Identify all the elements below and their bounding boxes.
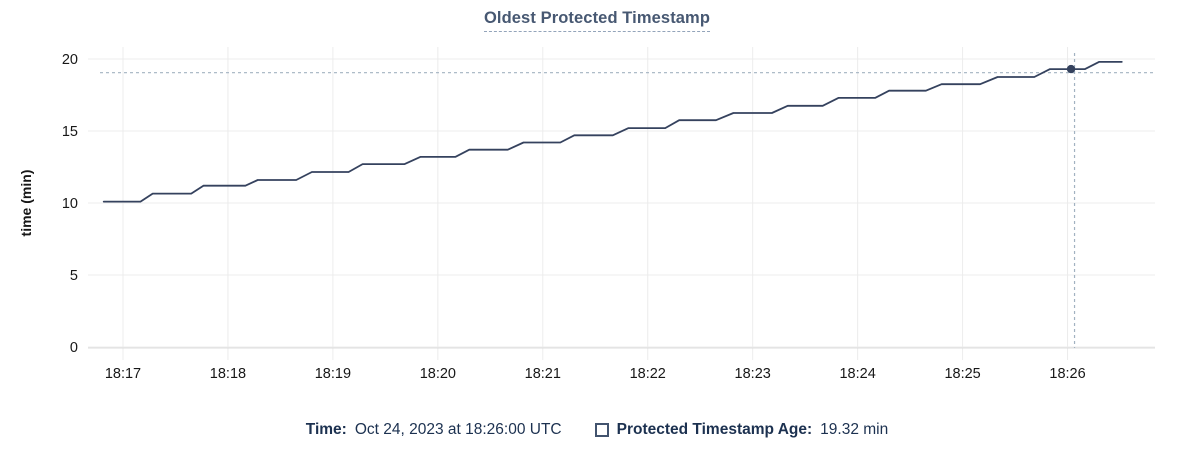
x-tick-label: 18:18 — [210, 366, 246, 382]
series-toggle-checkbox[interactable] — [594, 423, 609, 437]
y-tick-label: 0 — [70, 340, 78, 356]
x-tick-label: 18:19 — [315, 366, 351, 382]
series-line — [102, 61, 1123, 203]
x-tick-label: 18:25 — [944, 366, 980, 382]
x-tick-label: 18:21 — [525, 366, 561, 382]
x-tick-label: 18:23 — [735, 366, 771, 382]
chart-legend: Time: Oct 24, 2023 at 18:26:00 UTC Prote… — [0, 420, 1194, 440]
legend-time-label: Time: — [305, 421, 347, 438]
x-tick-label: 18:24 — [839, 366, 875, 382]
chart-title[interactable]: Oldest Protected Timestamp — [483, 9, 711, 32]
legend-series-label: Protected Timestamp Age: — [616, 421, 813, 438]
legend-series-value: 19.32 min — [820, 421, 889, 438]
x-tick-label: 18:20 — [420, 366, 456, 382]
x-tick-label: 18:26 — [1049, 366, 1085, 382]
x-tick-label: 18:17 — [105, 366, 141, 382]
chart-title-row: Oldest Protected Timestamp — [0, 9, 1194, 32]
y-tick-label: 5 — [70, 268, 78, 284]
y-tick-label: 10 — [62, 196, 78, 212]
y-axis-title: time (min) — [18, 170, 34, 237]
hover-point-marker — [1066, 64, 1076, 74]
y-tick-label: 20 — [62, 52, 78, 68]
line-chart-plot-area[interactable]: 0 5 10 15 20 18:17 18:18 18:19 18:20 18:21 18:22 18… — [0, 0, 1194, 400]
x-tick-label: 18:22 — [630, 366, 666, 382]
y-tick-label: 15 — [62, 124, 78, 140]
legend-time-value: Oct 24, 2023 at 18:26:00 UTC — [354, 421, 562, 438]
